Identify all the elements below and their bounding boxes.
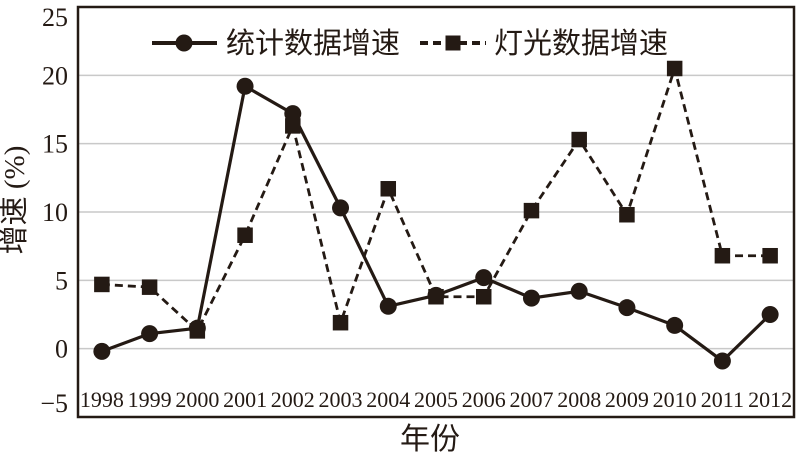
x-axis-title: 年份 [400,423,460,454]
y-tick-label: 15 [42,130,68,159]
x-tick-label: 2007 [509,387,553,412]
x-tick-label: 2008 [557,387,601,412]
data-point-marker [762,247,778,264]
x-tick-label: 1999 [128,387,172,412]
y-tick-label: −5 [40,389,68,418]
legend-label: 灯光数据增速 [494,27,668,60]
data-point-marker [141,279,158,295]
data-point-marker [666,60,683,77]
x-tick-label: 2010 [653,387,697,412]
data-point-marker [666,316,684,334]
gridlines-layer [78,74,794,350]
data-point-marker [236,77,254,95]
legend: 统计数据增速 灯光数据增速 [152,27,668,60]
y-tick-label: 0 [55,335,68,364]
data-point-marker [714,247,731,264]
data-point-marker [141,325,159,343]
data-point-marker [94,276,110,293]
x-tick-label: 2009 [605,387,649,412]
data-point-marker [285,118,301,134]
data-point-marker [380,181,397,197]
data-point-marker [332,199,350,217]
data-point-marker [523,202,540,219]
x-axis-tick-labels: 1998 1999 2000 2001 2002 2003 2004 2005 2006 2007… [80,387,792,412]
x-tick-label: 2003 [319,387,363,412]
x-tick-label: 1998 [80,387,124,412]
data-point-marker [332,314,349,331]
data-point-marker [379,297,397,315]
y-tick-label: 20 [42,61,68,90]
data-point-marker [284,105,302,123]
x-tick-label: 2011 [701,387,744,412]
y-tick-label: 25 [42,3,68,32]
data-point-marker [761,306,779,323]
x-tick-label: 2001 [223,387,267,412]
legend-marker-circle [175,34,193,52]
data-point-marker [475,269,493,287]
legend-marker-square [445,35,461,51]
y-tick-label: 5 [55,266,68,295]
data-point-marker [713,352,731,370]
data-point-marker [475,288,492,305]
data-point-marker [571,131,587,148]
plot-border [76,5,796,419]
y-tick-label: 10 [42,198,68,227]
data-point-marker [93,342,111,360]
x-tick-label: 2002 [271,387,315,412]
data-point-marker [619,206,635,223]
data-point-marker [237,227,253,243]
series-layer [93,60,779,370]
x-tick-label: 2000 [175,387,219,412]
legend-label: 统计数据增速 [226,27,400,60]
series-line-1 [101,63,771,334]
data-point-marker [428,288,444,305]
data-point-marker [618,299,636,317]
x-tick-label: 2004 [366,387,410,412]
data-point-marker [189,323,206,339]
data-point-marker [570,282,588,300]
y-axis-tick-labels: 25 20 15 10 5 0 −5 [40,3,68,418]
data-point-marker [522,289,540,307]
x-tick-label: 2005 [414,387,458,412]
x-tick-label: 2012 [748,387,792,412]
x-tick-label: 2006 [462,387,506,412]
y-axis-title: 增速 (%) [0,146,31,255]
